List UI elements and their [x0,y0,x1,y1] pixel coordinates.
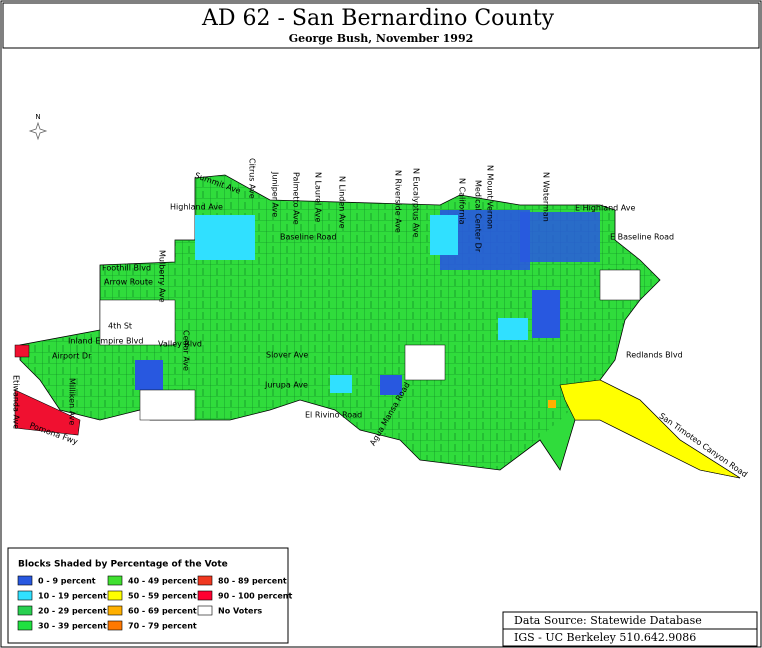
street-label: Highland Ave [170,203,223,212]
title-box [2,2,760,49]
title: AD 62 - San Bernardino County [201,6,555,31]
street-label: Arrow Route [104,278,153,287]
legend-swatch [197,575,213,586]
source-line: IGS - UC Berkeley 510.642.9086 [514,631,696,644]
legend-swatch [197,605,213,616]
legend: 0 - 9 percent 10 - 19 percent 20 - 29 perc… [17,575,292,631]
legend-swatch [197,590,213,601]
north-label: N [35,113,40,121]
street-label: Palmetto Ave [292,172,301,225]
street-label: Redlands Blvd [626,351,683,360]
street-label: Cedar Ave [182,330,191,371]
legend-label: 70 - 79 percent [128,622,197,631]
legend-label: 80 - 89 percent [218,577,287,586]
street-label: Inland Empire Blvd [68,337,144,346]
street-label: E Baseline Road [610,233,674,242]
legend-swatch [107,605,123,616]
legend-swatch [17,575,33,586]
legend-swatch [107,590,123,601]
street-label: Mulberry Ave [158,250,167,303]
legend-swatch [107,620,123,631]
street-label: Milliken Ave [68,378,77,425]
street-label: Valley Blvd [158,340,202,349]
legend-label: No Voters [218,607,262,616]
street-label: N California [458,178,467,225]
legend-label: 20 - 29 percent [38,607,107,616]
street-label: 4th St [108,322,132,331]
street-label: N Waterman [542,172,551,222]
legend-swatch [17,620,33,631]
north-arrow: N [28,113,48,141]
street-label: El Rivino Road [305,411,362,420]
source-line: Data Source: Statewide Database [514,614,702,627]
street-label: N Riverside Ave [394,170,403,233]
street-label: Juniper Ave [271,171,280,217]
street-label: Jurupa Ave [264,381,308,390]
street-label: Airport Dr [52,352,92,361]
legend-title: Blocks Shaded by Percentage of the Vote [18,560,228,570]
legend-box [7,547,289,644]
legend-swatch [17,605,33,616]
subtitle: George Bush, November 1992 [289,32,474,45]
street-label: Baseline Road [280,233,337,242]
map [14,174,741,479]
street-label: Foothill Blvd [102,264,151,273]
legend-label: 10 - 19 percent [38,592,107,601]
street-label: Etiwanda Ave [12,375,21,429]
street-label: E Highland Ave [575,204,636,213]
legend-label: 90 - 100 percent [218,592,292,601]
legend-label: 40 - 49 percent [128,577,197,586]
legend-label: 0 - 9 percent [38,577,96,586]
street-label: N Mount Vernon [486,165,495,229]
street-label: N Eucalyptus Ave [412,168,421,238]
legend-label: 50 - 59 percent [128,592,197,601]
legend-swatch [107,575,123,586]
legend-swatch [17,590,33,601]
street-label: Slover Ave [266,351,308,360]
legend-label: 30 - 39 percent [38,622,107,631]
street-label: Citrus Ave [248,158,257,199]
legend-label: 60 - 69 percent [128,607,197,616]
street-label: N Laurel Ave [314,172,323,222]
street-label: Medical Center Dr [474,180,483,253]
street-label: N Linden Ave [338,176,347,229]
